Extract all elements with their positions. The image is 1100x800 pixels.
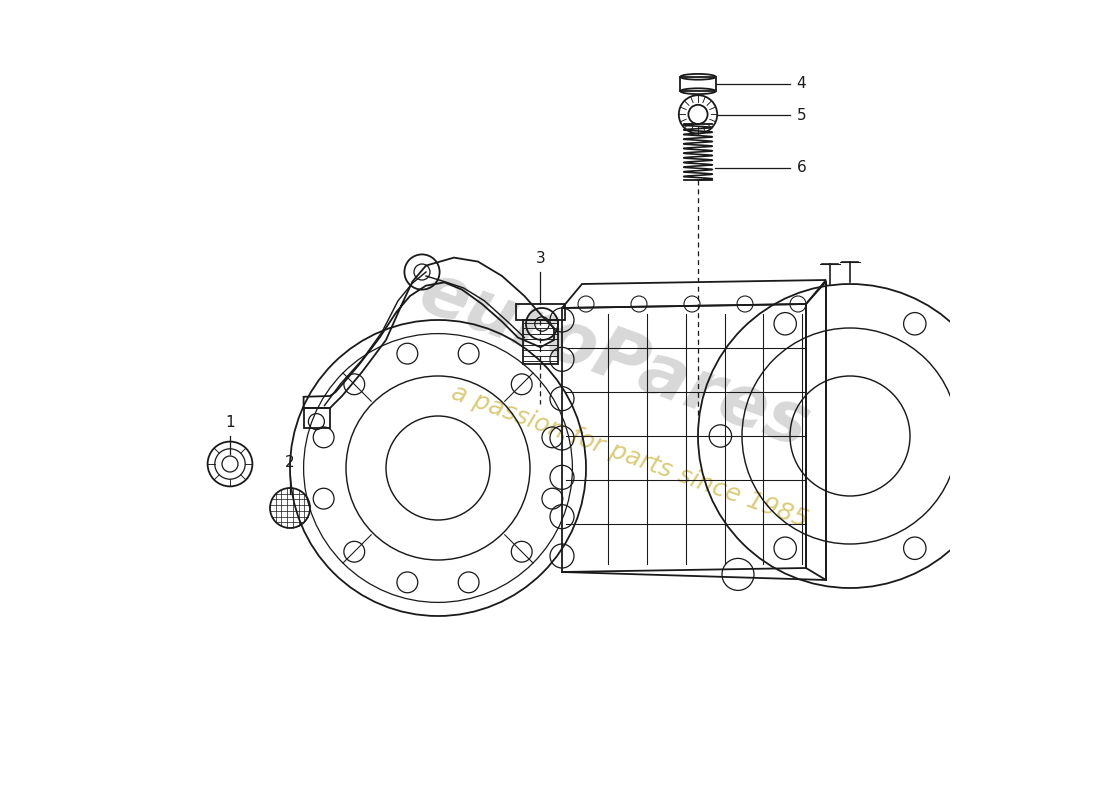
Text: a passion for parts since 1985: a passion for parts since 1985 (449, 380, 812, 532)
Text: euroPares: euroPares (409, 258, 818, 462)
Bar (681, 77, 716, 91)
Bar (516, 304, 565, 320)
Text: 1: 1 (226, 415, 234, 430)
Text: 6: 6 (796, 161, 806, 175)
Text: 2: 2 (285, 455, 295, 470)
Text: 4: 4 (796, 77, 806, 91)
Bar (522, 320, 558, 364)
Text: 5: 5 (796, 108, 806, 122)
Text: 3: 3 (536, 250, 546, 266)
